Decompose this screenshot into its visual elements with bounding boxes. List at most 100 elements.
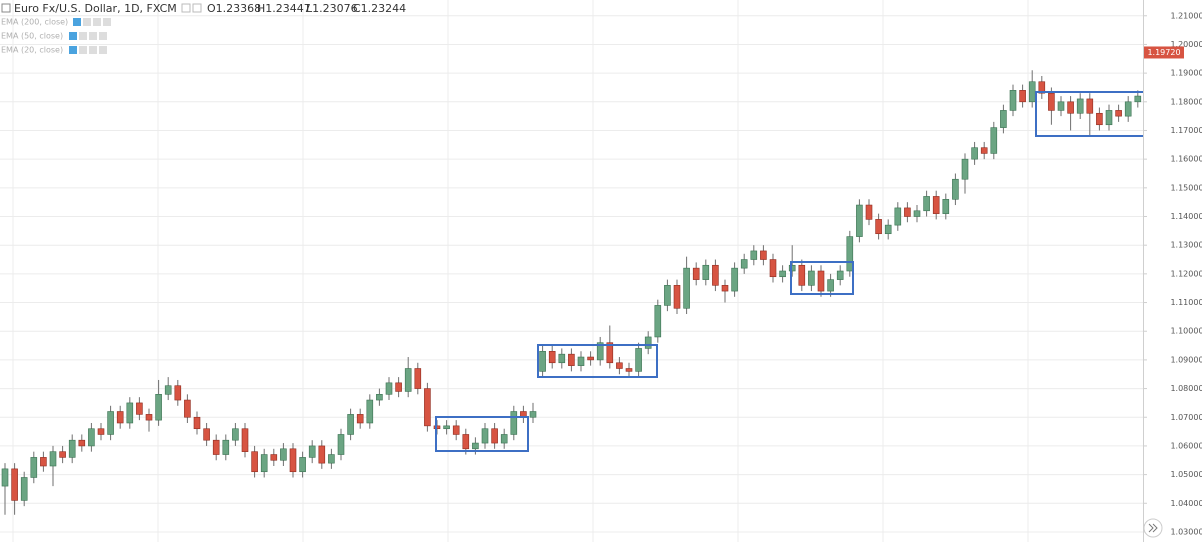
y-tick-label: 1.04000 xyxy=(1170,499,1202,508)
y-tick-label: 1.12000 xyxy=(1170,269,1202,278)
ohlc-close: C1.23244 xyxy=(353,2,406,15)
candle-body xyxy=(750,250,758,260)
candle-body xyxy=(606,342,614,364)
candle-body xyxy=(1124,101,1132,117)
ohlc-high: H1.23447 xyxy=(257,2,311,15)
candle-body xyxy=(548,350,556,364)
y-tick-label: 1.17000 xyxy=(1170,126,1202,135)
more-button[interactable] xyxy=(89,46,97,54)
collapse-icon[interactable] xyxy=(1,3,11,13)
y-tick-label: 1.15000 xyxy=(1170,183,1202,192)
y-tick-label: 1.18000 xyxy=(1170,97,1202,106)
candle-body xyxy=(164,385,172,395)
candle-body xyxy=(817,270,825,292)
candle-body xyxy=(596,342,604,361)
price-axis-labels: 1.03000 1.04000 1.05000 1.06000 1.07000 1.080… xyxy=(1143,11,1202,536)
candle-body xyxy=(1009,90,1017,111)
candle-body xyxy=(193,416,201,430)
settings-icon[interactable] xyxy=(181,3,191,13)
candle-body xyxy=(88,428,95,447)
y-tick-label: 1.03000 xyxy=(1170,527,1202,536)
last-price-tag xyxy=(1144,46,1184,59)
candle-body xyxy=(1000,110,1007,128)
candles xyxy=(1,18,1161,515)
y-tick-label: 1.08000 xyxy=(1170,384,1202,393)
candle-body xyxy=(385,382,393,395)
candle-body xyxy=(328,454,335,464)
candle-body xyxy=(356,414,364,424)
eye-button[interactable] xyxy=(73,18,81,26)
candle-body xyxy=(961,158,969,180)
candle-body xyxy=(462,434,470,450)
candle-body xyxy=(472,442,479,450)
y-tick-label: 1.13000 xyxy=(1170,241,1202,250)
candle-body xyxy=(136,402,143,415)
candle-body xyxy=(414,368,422,389)
candle-body xyxy=(846,236,854,272)
settings-button[interactable] xyxy=(83,18,91,26)
candle-body xyxy=(1028,81,1036,103)
symbol-title: Euro Fx/U.S. Dollar, 1D, FXCM xyxy=(14,2,177,15)
settings-button[interactable] xyxy=(79,46,87,54)
candle-body xyxy=(731,267,738,292)
y-tick-label: 1.06000 xyxy=(1170,441,1202,450)
candle-body xyxy=(1,468,9,487)
candle-body xyxy=(654,305,662,338)
candle-body xyxy=(97,428,105,435)
scroll-button[interactable] xyxy=(1143,518,1163,538)
candle-body xyxy=(212,439,220,455)
candle-body xyxy=(40,457,47,467)
candle-body xyxy=(452,425,460,435)
candle-body xyxy=(366,399,374,424)
more-button[interactable] xyxy=(89,32,97,40)
indicator: EMA (200, close) xyxy=(1,18,68,27)
close-icon[interactable] xyxy=(192,3,202,13)
candle-body xyxy=(769,259,777,278)
candle-body xyxy=(1038,81,1046,94)
candle-body xyxy=(932,196,940,214)
settings-button[interactable] xyxy=(79,32,87,40)
candle-body xyxy=(1115,110,1122,117)
eye-button[interactable] xyxy=(69,32,77,40)
more-button[interactable] xyxy=(93,18,101,26)
candle-body xyxy=(174,385,182,401)
y-tick-label: 1.09000 xyxy=(1170,355,1202,364)
candle-body xyxy=(184,399,191,418)
candle-body xyxy=(203,428,210,441)
candle-body xyxy=(1067,101,1074,114)
remove-button[interactable] xyxy=(99,32,107,40)
candle-body xyxy=(280,448,287,461)
remove-button[interactable] xyxy=(99,46,107,54)
candle-body xyxy=(827,279,834,292)
candle-body xyxy=(145,414,153,421)
candle-body xyxy=(894,207,902,226)
candle-body xyxy=(1076,98,1084,114)
candle-body xyxy=(68,439,76,458)
candle-body xyxy=(692,267,700,280)
indicator: EMA (50, close) xyxy=(1,32,63,41)
candle-body xyxy=(241,428,249,452)
candle-body xyxy=(798,264,806,286)
candle-body xyxy=(59,451,66,458)
remove-button[interactable] xyxy=(103,18,111,26)
consolidation-box xyxy=(790,261,854,295)
candle-body xyxy=(376,394,383,401)
candle-body xyxy=(904,207,911,217)
candle-body xyxy=(347,414,354,435)
candle-body xyxy=(644,336,652,349)
candle-body xyxy=(760,250,767,260)
candle-body xyxy=(971,147,978,160)
candle-body xyxy=(952,178,959,200)
candle-body xyxy=(673,285,681,309)
grid xyxy=(0,0,1143,542)
candle-body xyxy=(856,204,863,237)
eye-button[interactable] xyxy=(69,46,77,54)
y-tick-label: 1.07000 xyxy=(1170,413,1202,422)
candle-body xyxy=(539,350,546,372)
candle-body xyxy=(443,425,450,430)
candle-body xyxy=(308,445,316,458)
candle-body xyxy=(980,147,988,154)
candle-body xyxy=(664,285,671,306)
y-tick-label: 1.20000 xyxy=(1170,40,1202,49)
